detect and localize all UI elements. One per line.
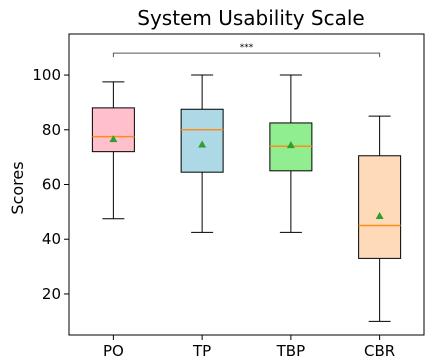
plot-area: 20 40 60 80 100 PO TP TBP CBR ***: [32, 33, 425, 358]
mean-marker: [109, 135, 118, 143]
y-tick-label: 80: [42, 121, 61, 139]
x-tick-label: CBR: [364, 342, 395, 358]
y-tick-label: 60: [42, 176, 61, 194]
x-tick-label: TP: [192, 342, 211, 358]
y-tick-label: 20: [42, 285, 61, 303]
box-tp: [180, 74, 224, 233]
chart-title: System Usability Scale: [137, 6, 364, 30]
y-axis-label: Scores: [8, 161, 27, 214]
mean-marker: [286, 141, 295, 149]
significance-bracket: [112, 52, 381, 58]
y-tick-label: 40: [42, 230, 61, 248]
x-tick-label: PO: [103, 342, 124, 358]
mean-marker: [375, 211, 384, 219]
iqr-box: [91, 107, 135, 153]
box-cbr: [358, 115, 402, 322]
mean-marker: [198, 140, 207, 148]
x-tick-label: TBP: [276, 342, 306, 358]
iqr-box: [358, 155, 402, 259]
significance-label: ***: [240, 43, 254, 53]
box-tbp: [269, 74, 313, 233]
box-po: [91, 81, 135, 220]
y-tick-label: 100: [32, 66, 61, 84]
